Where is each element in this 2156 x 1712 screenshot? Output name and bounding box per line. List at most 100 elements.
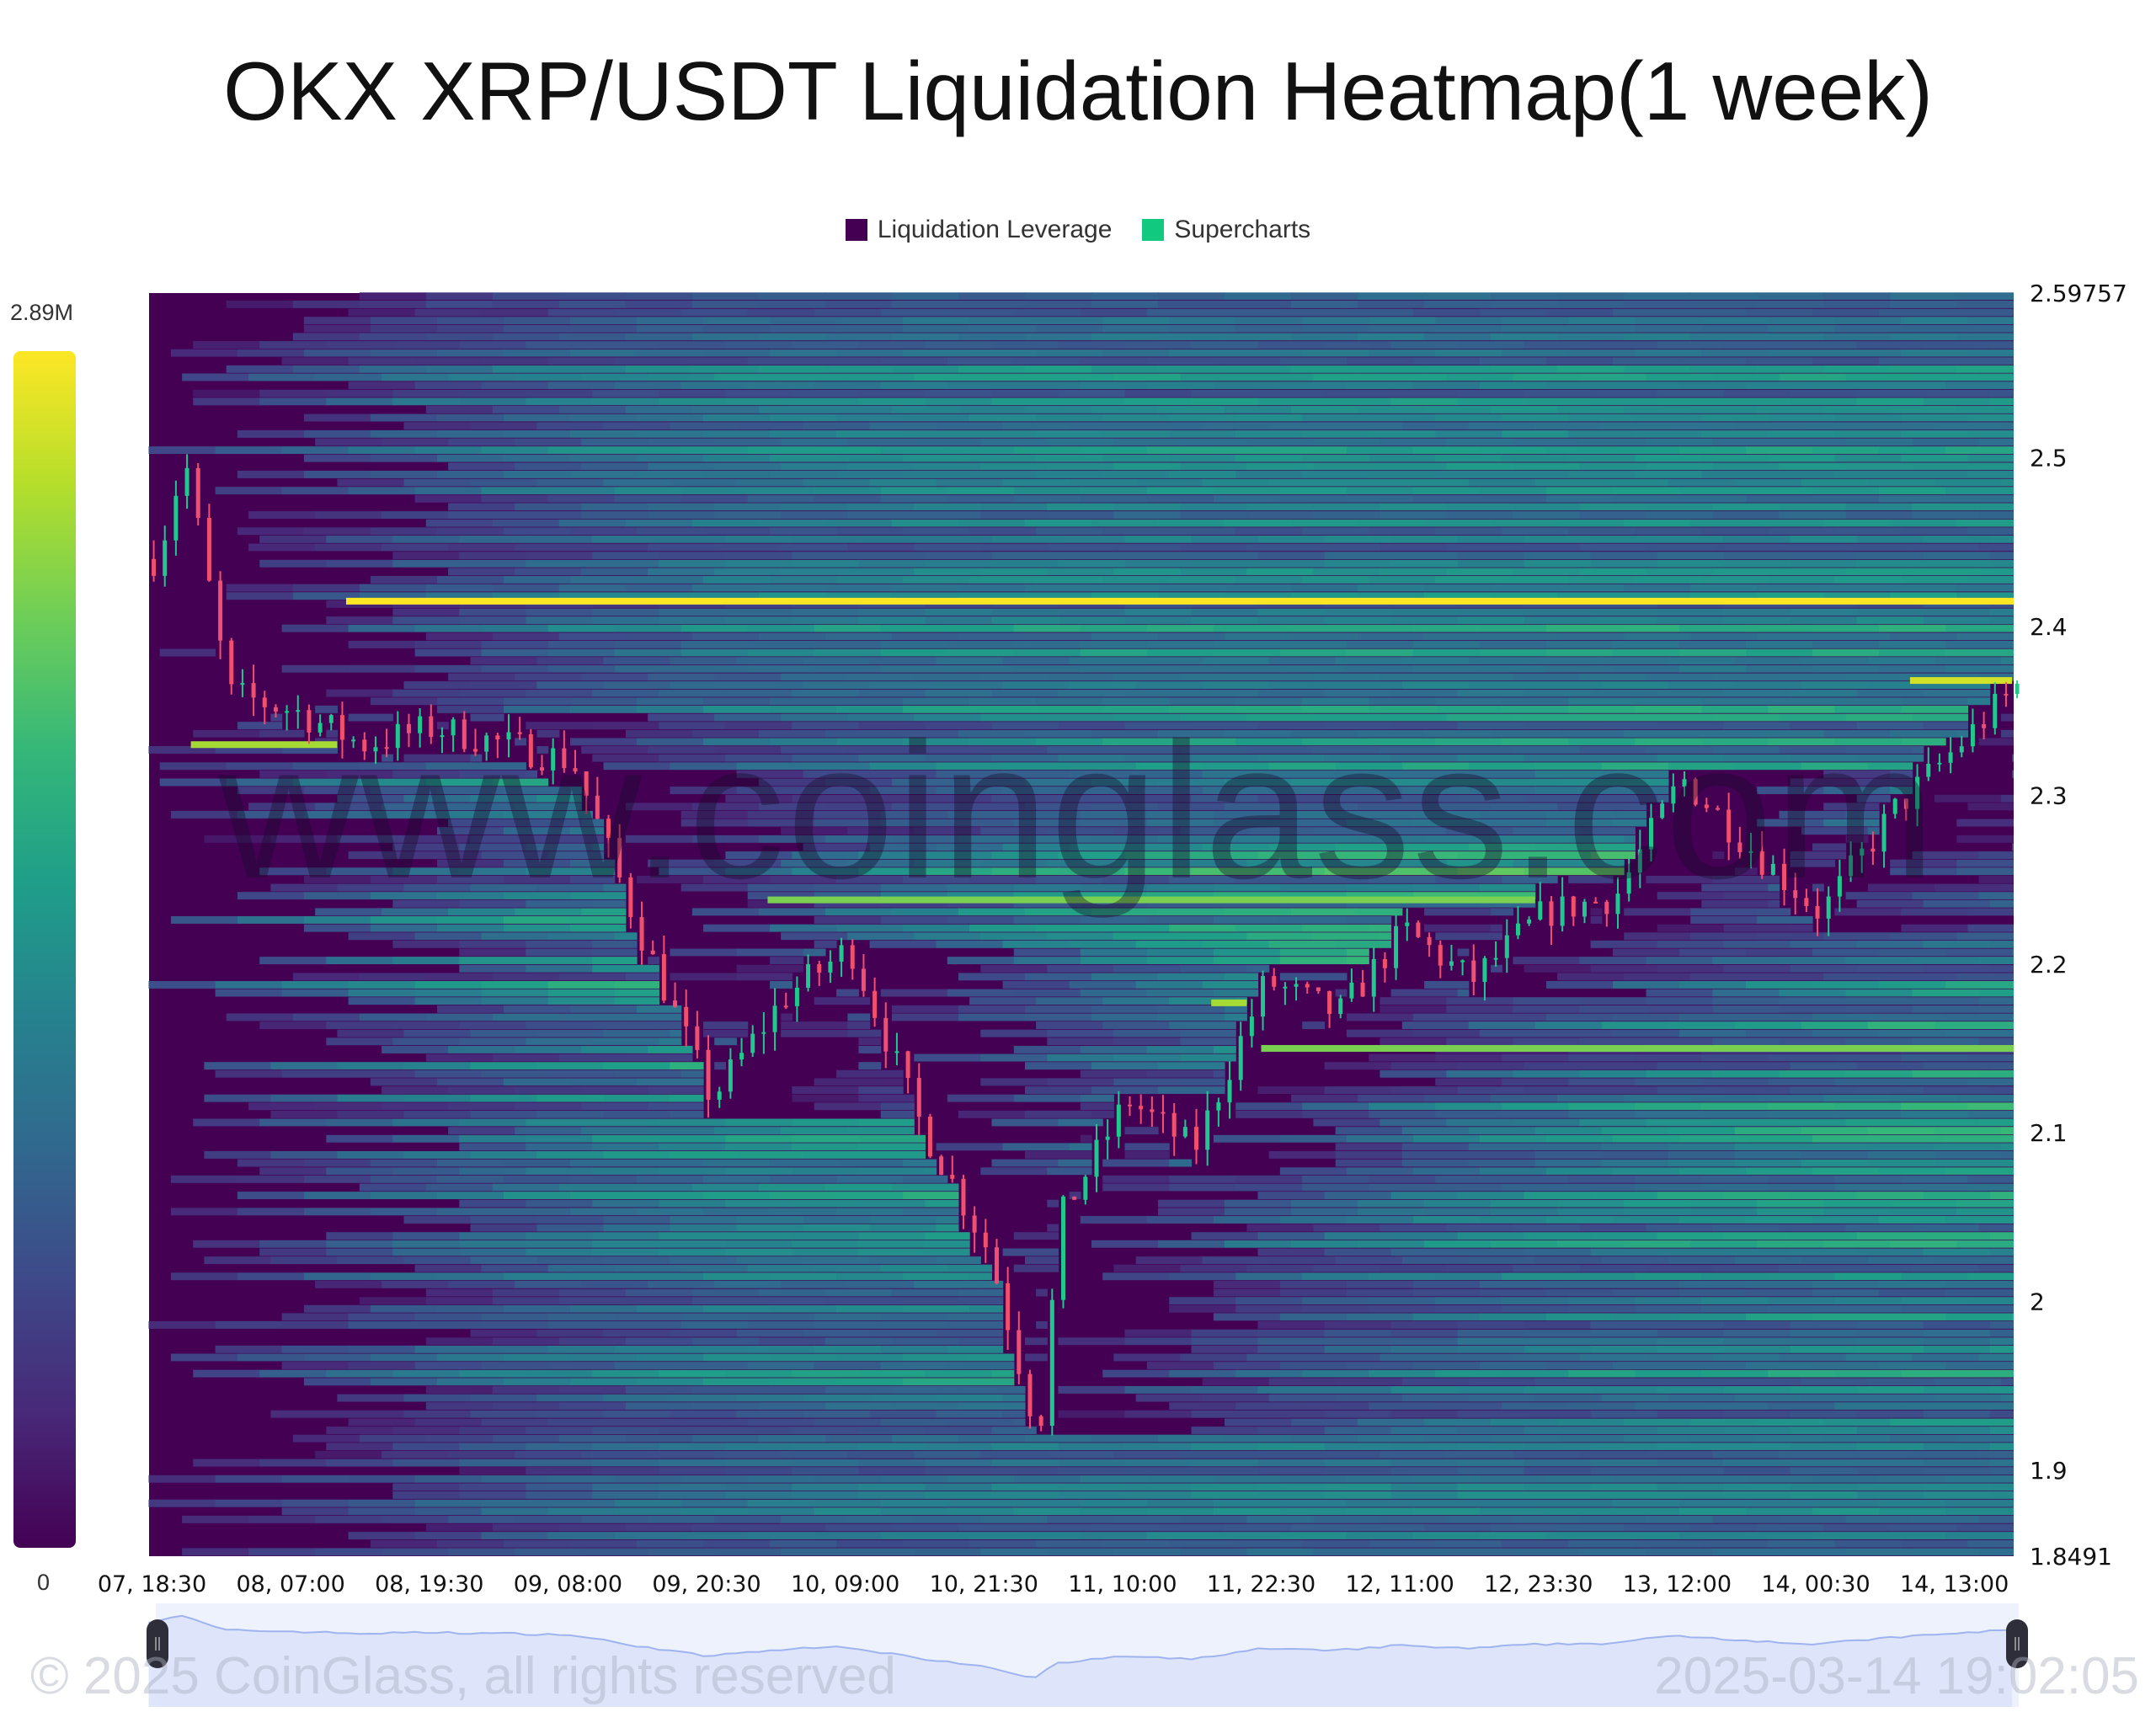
heatmap-cell [592, 1459, 659, 1467]
heatmap-cell [303, 317, 371, 325]
heatmap-cell [437, 454, 504, 462]
key-liquidation-band[interactable] [1261, 1044, 2021, 1052]
heatmap-cell [680, 381, 749, 390]
heatmap-cell [1879, 1216, 1946, 1224]
heatmap-cell [248, 511, 316, 519]
heatmap-cell [1047, 462, 1114, 471]
heatmap-cell [1412, 641, 1481, 648]
legend-item-supercharts[interactable]: Supercharts [1142, 216, 1310, 244]
heatmap-cell [481, 308, 549, 317]
heatmap-cell [1579, 1118, 1647, 1127]
heatmap-cell [1524, 1410, 1592, 1418]
heatmap-cell [1358, 519, 1425, 527]
key-liquidation-band[interactable] [1211, 999, 1247, 1006]
colorbar[interactable] [13, 351, 76, 1548]
candle-down [562, 748, 567, 769]
heatmap-cell [925, 867, 992, 876]
heatmap-cell [1435, 527, 1502, 536]
heatmap-cell [558, 584, 627, 592]
heatmap-cell [1135, 1256, 1203, 1264]
navigator-right-handle[interactable] [2006, 1619, 2028, 1668]
key-liquidation-band[interactable] [190, 741, 338, 749]
heatmap-cell [1291, 292, 1358, 301]
heatmap-cell [1757, 584, 1824, 592]
heatmap-cell [492, 778, 549, 787]
x-tick-label: 11, 10:00 [1068, 1571, 1177, 1597]
heatmap-cell [637, 324, 704, 333]
heatmap-cell [814, 1264, 882, 1272]
heatmap-cell [1279, 948, 1348, 957]
heatmap-cell [1369, 1369, 1436, 1378]
heatmap-cell [1291, 333, 1358, 341]
candle-down [2004, 693, 2009, 696]
heatmap-cell [747, 1321, 815, 1329]
heatmap-cell [703, 471, 771, 478]
heatmap-cell [1757, 1240, 1824, 1248]
heatmap-cell [603, 1110, 671, 1118]
heatmap-cell [1967, 1272, 2024, 1281]
heatmap-cell [1369, 454, 1436, 462]
candle-down [273, 707, 278, 712]
heatmap-cell [570, 576, 638, 584]
heatmap-cell [1058, 397, 1126, 406]
heatmap-cell [359, 292, 427, 301]
candle-up [894, 1051, 899, 1053]
handle-grip[interactable] [147, 1619, 168, 1668]
heatmap-cell [1867, 1159, 1935, 1167]
heatmap-cell [504, 924, 571, 932]
heatmap-cell [1945, 381, 2013, 390]
navigator-left-handle[interactable] [147, 1619, 168, 1668]
heatmap-cell [1768, 454, 1835, 462]
heatmap-cell [1257, 1337, 1326, 1346]
heatmap-cell [414, 1362, 483, 1369]
handle-grip[interactable] [2006, 1619, 2028, 1668]
heatmap-cell [1180, 1450, 1247, 1459]
heatmap-cell [1646, 1118, 1714, 1127]
heatmap-cell [414, 1532, 483, 1539]
heatmap-cell [1746, 1029, 1813, 1037]
heatmap-cell [1668, 1159, 1736, 1167]
heatmap-cell [1390, 722, 1459, 730]
heatmap-cell [725, 535, 792, 543]
key-liquidation-band[interactable] [345, 597, 2021, 605]
heatmap-cell [1790, 1321, 1858, 1329]
heatmap-cell [448, 373, 515, 381]
heatmap-cell [1768, 429, 1835, 438]
legend-item-liquidation-leverage[interactable]: Liquidation Leverage [845, 216, 1112, 244]
heatmap-cell [1635, 1183, 1702, 1192]
heatmap-cell [515, 438, 582, 446]
heatmap-cell [570, 916, 627, 924]
heatmap-cell [382, 1102, 449, 1111]
heatmap-cell [1613, 357, 1680, 365]
candle-up [794, 987, 799, 1006]
heatmap-cell [1369, 876, 1436, 883]
heatmap-cell [215, 746, 283, 754]
heatmap-cell [592, 552, 659, 560]
heatmap-cell [1657, 1483, 1725, 1491]
heatmap-cell [437, 1159, 504, 1167]
heatmap-cell [1590, 1337, 1658, 1346]
heatmap-cell [1502, 1539, 1569, 1548]
heatmap-cell [1513, 543, 1581, 552]
heatmap-cell [536, 729, 560, 738]
heatmap-cell [1856, 1192, 1924, 1199]
heatmap-cell [637, 1078, 704, 1086]
heatmap-cell [1058, 754, 1126, 762]
heatmap-cell [592, 1467, 659, 1475]
heatmap-cell [836, 1378, 904, 1386]
heatmap-cell [382, 1450, 449, 1459]
heatmap-cell [1346, 1216, 1414, 1224]
heatmap-cell [1712, 511, 1780, 519]
heatmap-cell [281, 981, 350, 989]
heatmap-cell [1390, 1345, 1459, 1353]
key-liquidation-band[interactable] [767, 896, 1535, 904]
candle-down [539, 767, 544, 771]
heatmap-cell [1446, 1548, 1513, 1556]
candle-up [1648, 818, 1653, 850]
heatmap-cell [425, 592, 494, 600]
heatmap-cell [891, 632, 959, 641]
key-liquidation-band[interactable] [1909, 677, 2013, 685]
heatmap-cell [691, 292, 760, 301]
heatmap-cell [581, 1548, 648, 1556]
heatmap-cell [725, 608, 792, 616]
